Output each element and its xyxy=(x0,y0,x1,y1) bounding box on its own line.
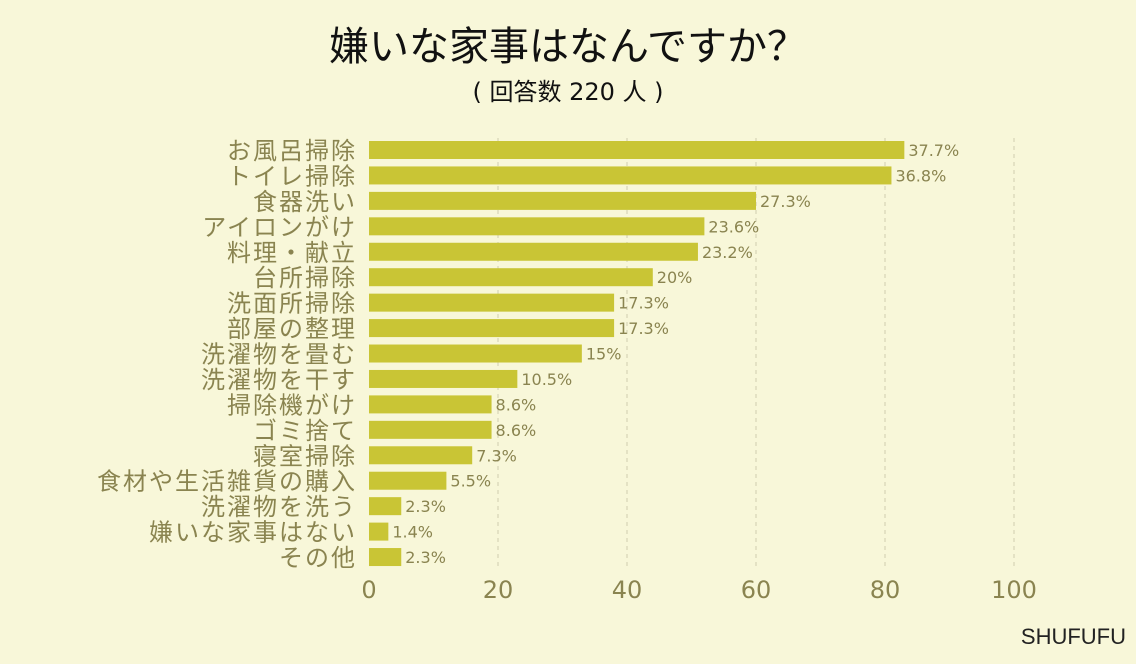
brand-logo: SHUFUFU xyxy=(1020,624,1126,649)
data-label: 5.5% xyxy=(450,472,491,491)
x-tick-label: 20 xyxy=(483,576,514,604)
bar xyxy=(369,268,653,287)
bar xyxy=(369,293,615,312)
category-label: 洗濯物を畳む xyxy=(201,341,357,369)
data-label: 27.3% xyxy=(760,192,811,211)
bar xyxy=(369,217,705,236)
bar xyxy=(369,497,402,516)
data-label: 23.6% xyxy=(708,217,759,236)
category-label: ゴミ捨て xyxy=(253,417,357,445)
bar xyxy=(369,166,892,185)
data-label: 23.2% xyxy=(702,243,753,262)
bar xyxy=(369,522,389,541)
data-label: 2.3% xyxy=(405,548,446,567)
data-label: 15% xyxy=(586,345,622,364)
x-tick-label: 40 xyxy=(612,576,643,604)
bar xyxy=(369,548,402,567)
category-label: 洗濯物を干す xyxy=(201,366,357,394)
data-label: 36.8% xyxy=(895,166,946,185)
category-label: 食器洗い xyxy=(253,188,357,216)
chart-subtitle: ( 回答数 220 人 ) xyxy=(472,78,664,106)
data-label: 17.3% xyxy=(618,319,669,338)
category-label: 洗面所掃除 xyxy=(227,290,357,318)
bar xyxy=(369,369,518,388)
bar xyxy=(369,141,905,159)
category-label: 料理・献立 xyxy=(227,239,357,267)
bar xyxy=(369,319,615,338)
bar xyxy=(369,191,756,210)
data-label: 37.7% xyxy=(908,141,959,160)
chart-title: 嫌いな家事はなんですか？ xyxy=(329,24,807,70)
category-label: 洗濯物を洗う xyxy=(201,493,357,521)
category-label: その他 xyxy=(279,544,357,572)
data-label: 2.3% xyxy=(405,497,446,516)
bar xyxy=(369,471,447,490)
x-tick-label: 80 xyxy=(870,576,901,604)
data-label: 8.6% xyxy=(496,421,537,440)
data-label: 20% xyxy=(657,268,693,287)
category-label: 寝室掃除 xyxy=(253,442,357,470)
data-label: 17.3% xyxy=(618,294,669,313)
category-label: 掃除機がけ xyxy=(227,391,357,419)
category-label: アイロンがけ xyxy=(202,213,357,241)
category-label: 食材や生活雑貨の購入 xyxy=(97,468,357,496)
data-label: 8.6% xyxy=(496,395,537,414)
x-tick-label: 0 xyxy=(361,576,376,604)
category-label: 台所掃除 xyxy=(253,264,357,292)
x-tick-label: 60 xyxy=(741,576,772,604)
data-label: 1.4% xyxy=(392,523,433,542)
bar xyxy=(369,344,582,363)
category-label: 嫌いな家事はない xyxy=(149,519,357,547)
bar xyxy=(369,242,698,261)
category-label: 部屋の整理 xyxy=(227,315,357,343)
bar xyxy=(369,420,492,439)
x-tick-label: 100 xyxy=(991,576,1037,604)
category-label: お風呂掃除 xyxy=(227,137,357,165)
category-label: トイレ掃除 xyxy=(227,162,357,190)
data-label: 10.5% xyxy=(521,370,572,389)
data-label: 7.3% xyxy=(476,446,517,465)
bar xyxy=(369,446,473,465)
bar xyxy=(369,395,492,414)
